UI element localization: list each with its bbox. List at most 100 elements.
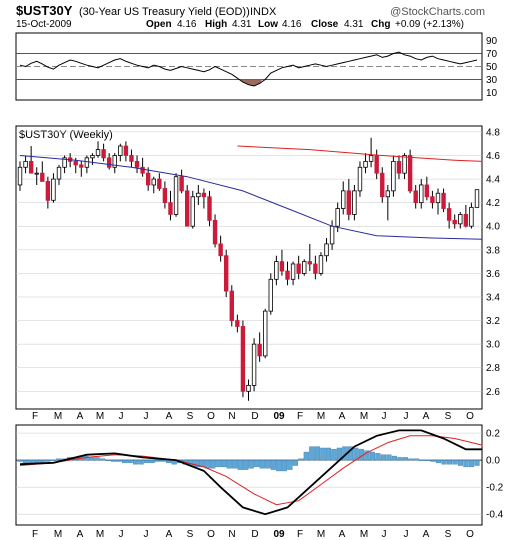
candle-body: [162, 188, 168, 204]
candle-body: [218, 243, 223, 257]
macd-histogram-bar: [309, 446, 315, 461]
high-value: 4.31: [232, 19, 252, 30]
price-layer: 4.8 4.6 4.4 4.2 4.0 3.8 3.6 3.4 3.2 3.0 2.8 2.6: [16, 127, 500, 401]
macd-histogram-bar: [50, 459, 56, 461]
x-axis-tick-label: J: [144, 411, 149, 422]
candle-body: [101, 149, 106, 159]
rsi-line: [19, 51, 478, 87]
candle-body: [374, 155, 379, 174]
candle-body: [106, 157, 112, 168]
candle-body: [246, 385, 251, 392]
macd-histogram-bar: [435, 459, 442, 464]
x-axis-tick-label: M: [96, 529, 104, 540]
x-axis-tick-label: D: [251, 411, 258, 422]
macd-histogram-bar: [397, 457, 403, 461]
x-axis-tick-label: O: [466, 529, 474, 540]
macd-histogram-bar: [320, 447, 326, 461]
candle-body: [324, 243, 329, 257]
exchange-label: INDX: [250, 6, 277, 18]
price-panel: [15, 125, 483, 410]
macd-histogram-bar: [424, 459, 431, 461]
macd-histogram-bar: [380, 454, 386, 461]
x-axis-tick-label: S: [187, 529, 194, 540]
macd-histogram-bar: [155, 459, 161, 462]
candle-body: [173, 176, 179, 215]
candle-body: [45, 181, 51, 201]
candle-body: [268, 278, 273, 312]
x-axis-labels: F F M M A A M M J J J J A A S S O O N N D D 09 09 F F M M A A M M J J J J A A…: [32, 411, 474, 540]
candle-body: [407, 155, 413, 192]
price-tick-label: 3.0: [486, 340, 500, 351]
moving-average-short: [237, 145, 483, 162]
rsi-tick-label: 70: [486, 49, 498, 60]
macd-histogram-bar: [122, 459, 128, 464]
macd-histogram-bar: [270, 459, 276, 470]
x-axis-tick-label: S: [187, 411, 194, 422]
macd-histogram-bar: [127, 459, 133, 464]
candle-body: [352, 190, 357, 215]
macd-histogram-bar: [292, 459, 298, 466]
macd-histogram-bar: [331, 449, 337, 461]
candle-body: [446, 208, 452, 221]
macd-histogram-bar: [281, 459, 287, 472]
candle-body: [329, 225, 335, 245]
macd-histogram-bar: [94, 457, 100, 461]
candle-body: [363, 160, 368, 168]
x-axis-tick-label: M: [360, 411, 368, 422]
close-value: 4.31: [344, 19, 364, 30]
rsi-layer: 90 70 50 30 10: [16, 36, 498, 99]
macd-tick-label: 0.0: [486, 456, 500, 467]
candle-body: [396, 160, 402, 174]
watermark: @StockCharts.com: [390, 6, 485, 18]
macd-histogram-bar: [419, 459, 425, 461]
price-tick-label: 2.6: [486, 387, 500, 398]
candle-body: [151, 178, 156, 186]
x-axis-tick-label: D: [251, 529, 258, 540]
candle-body: [318, 255, 324, 274]
price-tick-label: 4.6: [486, 151, 500, 162]
macd-histogram-bar: [276, 459, 282, 472]
candle-body: [17, 166, 23, 186]
macd-histogram-bar: [199, 459, 205, 468]
candle-body: [56, 166, 62, 180]
x-axis-tick-label: A: [339, 411, 346, 422]
candle-body: [263, 310, 268, 357]
macd-tick-label: 0.2: [486, 429, 500, 440]
candle-body: [441, 192, 446, 209]
macd-histogram-bar: [105, 459, 111, 461]
x-axis-tick-label: O: [466, 411, 474, 422]
candle-body: [140, 166, 145, 174]
macd-histogram-bar: [237, 459, 243, 470]
candle-body: [34, 172, 39, 175]
price-tick-label: 4.2: [486, 198, 500, 209]
macd-histogram-bar: [463, 459, 469, 468]
candle-body: [73, 160, 78, 166]
macd-histogram-bar: [402, 457, 409, 461]
x-axis-tick-label: O: [207, 529, 215, 540]
candle-body: [307, 261, 313, 265]
candle-body: [224, 255, 229, 292]
candle-body: [123, 145, 129, 156]
candle-body: [463, 214, 469, 227]
x-axis-tick-label: 09: [273, 411, 285, 422]
macd-histogram-bar: [133, 459, 139, 465]
quote-date: 15-Oct-2009: [16, 19, 72, 30]
rsi-tick-label: 50: [486, 62, 498, 73]
candle-body: [357, 166, 363, 192]
macd-histogram-bar: [17, 459, 23, 462]
candle-body: [84, 157, 90, 168]
candle-body: [62, 157, 67, 168]
x-axis-tick-label: J: [404, 529, 409, 540]
macd-histogram-bar: [221, 459, 227, 468]
x-axis-tick-label: A: [166, 411, 173, 422]
candle-body: [274, 261, 279, 280]
macd-histogram-bar: [287, 459, 293, 470]
macd-line: [19, 429, 483, 516]
candle-body: [341, 190, 346, 209]
candle-body: [51, 178, 56, 201]
macd-histogram-bar: [468, 459, 475, 468]
price-tick-label: 3.8: [486, 245, 500, 256]
open-label: Open: [146, 19, 172, 30]
chg-value: +0.09 (+2.13%): [395, 19, 464, 30]
x-axis-tick-label: F: [297, 529, 303, 540]
